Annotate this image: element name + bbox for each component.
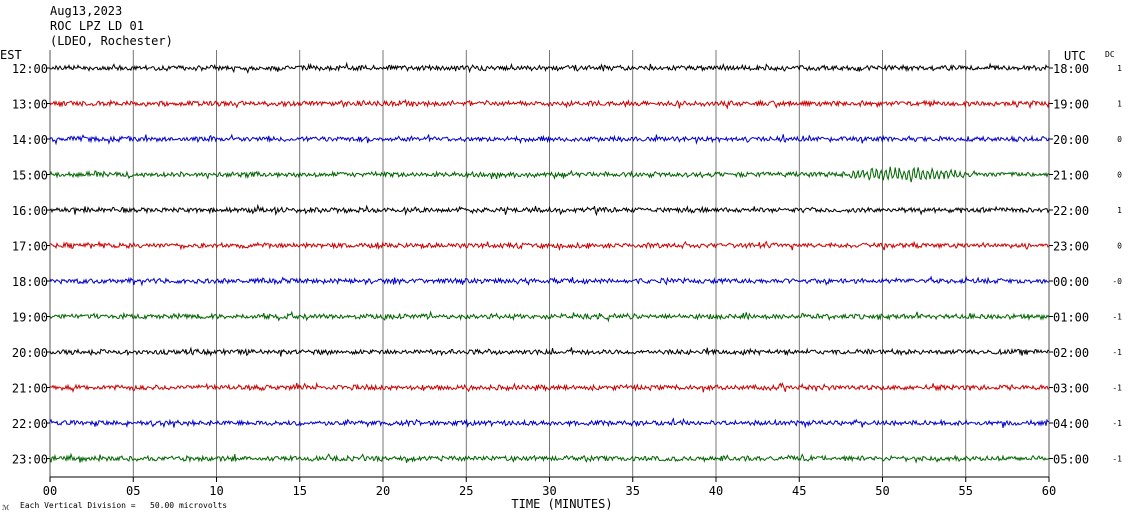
x-tick-label: 45 xyxy=(792,484,806,498)
trace-2100 xyxy=(49,381,1050,394)
trace-1300 xyxy=(49,98,1050,110)
est-time-label: 18:00 xyxy=(12,275,48,289)
trace-1700 xyxy=(50,240,1050,252)
dc-value: 0 xyxy=(1117,135,1122,144)
grid xyxy=(46,50,1053,482)
est-time-label: 17:00 xyxy=(12,240,48,254)
est-time-label: 19:00 xyxy=(12,311,48,325)
labels: EST UTC DC TIME (MINUTES) ℳ Each Vertica… xyxy=(0,48,1122,512)
trace-2300 xyxy=(49,452,1050,464)
dc-value: -1 xyxy=(1112,384,1122,393)
utc-time-label: 01:00 xyxy=(1053,311,1089,325)
est-time-label: 22:00 xyxy=(12,417,48,431)
est-time-label: 16:00 xyxy=(12,204,48,218)
est-time-label: 12:00 xyxy=(12,62,48,76)
est-time-label: 13:00 xyxy=(12,98,48,112)
est-time-label: 23:00 xyxy=(12,453,48,467)
x-tick-label: 30 xyxy=(542,484,556,498)
x-tick-label: 25 xyxy=(459,484,473,498)
utc-time-label: 04:00 xyxy=(1053,417,1089,431)
utc-time-label: 02:00 xyxy=(1053,346,1089,360)
utc-time-label: 20:00 xyxy=(1053,133,1089,147)
utc-time-label: 05:00 xyxy=(1053,453,1089,467)
x-tick-label: 20 xyxy=(376,484,390,498)
dc-value: 1 xyxy=(1117,64,1122,73)
dc-value: -1 xyxy=(1112,419,1122,428)
x-tick-label: 55 xyxy=(959,484,973,498)
date-label: Aug13,2023 xyxy=(50,4,123,18)
x-tick-label: 10 xyxy=(209,484,223,498)
x-tick-label: 05 xyxy=(126,484,140,498)
x-axis-title: TIME (MINUTES) xyxy=(511,497,612,511)
dc-value: -0 xyxy=(1112,277,1122,286)
utc-time-label: 21:00 xyxy=(1053,169,1089,183)
est-time-label: 21:00 xyxy=(12,382,48,396)
dc-value: 0 xyxy=(1117,171,1122,180)
trace-1800 xyxy=(49,275,1050,287)
est-time-label: 20:00 xyxy=(12,346,48,360)
x-tick-label: 50 xyxy=(875,484,889,498)
traces xyxy=(49,61,1050,464)
x-tick-label: 00 xyxy=(43,484,57,498)
trace-2200 xyxy=(49,417,1049,429)
dc-value: 0 xyxy=(1117,242,1122,251)
station-label: ROC LPZ LD 01 xyxy=(50,19,144,33)
utc-time-label: 03:00 xyxy=(1053,382,1089,396)
dc-value: 1 xyxy=(1117,100,1122,109)
est-time-label: 14:00 xyxy=(12,133,48,147)
utc-time-label: 23:00 xyxy=(1053,240,1089,254)
x-tick-label: 40 xyxy=(709,484,723,498)
dc-value: -1 xyxy=(1112,313,1122,322)
x-tick-label: 60 xyxy=(1042,484,1056,498)
footer-icon: ℳ xyxy=(2,504,10,512)
utc-time-label: 18:00 xyxy=(1053,62,1089,76)
trace-1400 xyxy=(49,133,1050,146)
trace-1900 xyxy=(49,310,1050,323)
dc-axis-label: DC xyxy=(1105,50,1115,59)
trace-1200 xyxy=(49,61,1050,75)
utc-time-label: 19:00 xyxy=(1053,98,1089,112)
est-axis-label: EST xyxy=(0,48,22,62)
trace-2000 xyxy=(49,346,1050,357)
utc-axis-label: UTC xyxy=(1064,49,1086,63)
dc-value: -1 xyxy=(1112,348,1122,357)
x-tick-label: 35 xyxy=(626,484,640,498)
trace-1600 xyxy=(49,203,1050,217)
network-label: (LDEO, Rochester) xyxy=(50,34,173,48)
utc-time-label: 22:00 xyxy=(1053,204,1089,218)
vertical-division-note: Each Vertical Division = 50.00 microvolt… xyxy=(20,501,227,510)
utc-time-label: 00:00 xyxy=(1053,275,1089,289)
dc-value: 1 xyxy=(1117,206,1122,215)
dc-value: -1 xyxy=(1112,455,1122,464)
trace-1500 xyxy=(49,166,1050,183)
est-time-label: 15:00 xyxy=(12,169,48,183)
x-tick-label: 15 xyxy=(293,484,307,498)
